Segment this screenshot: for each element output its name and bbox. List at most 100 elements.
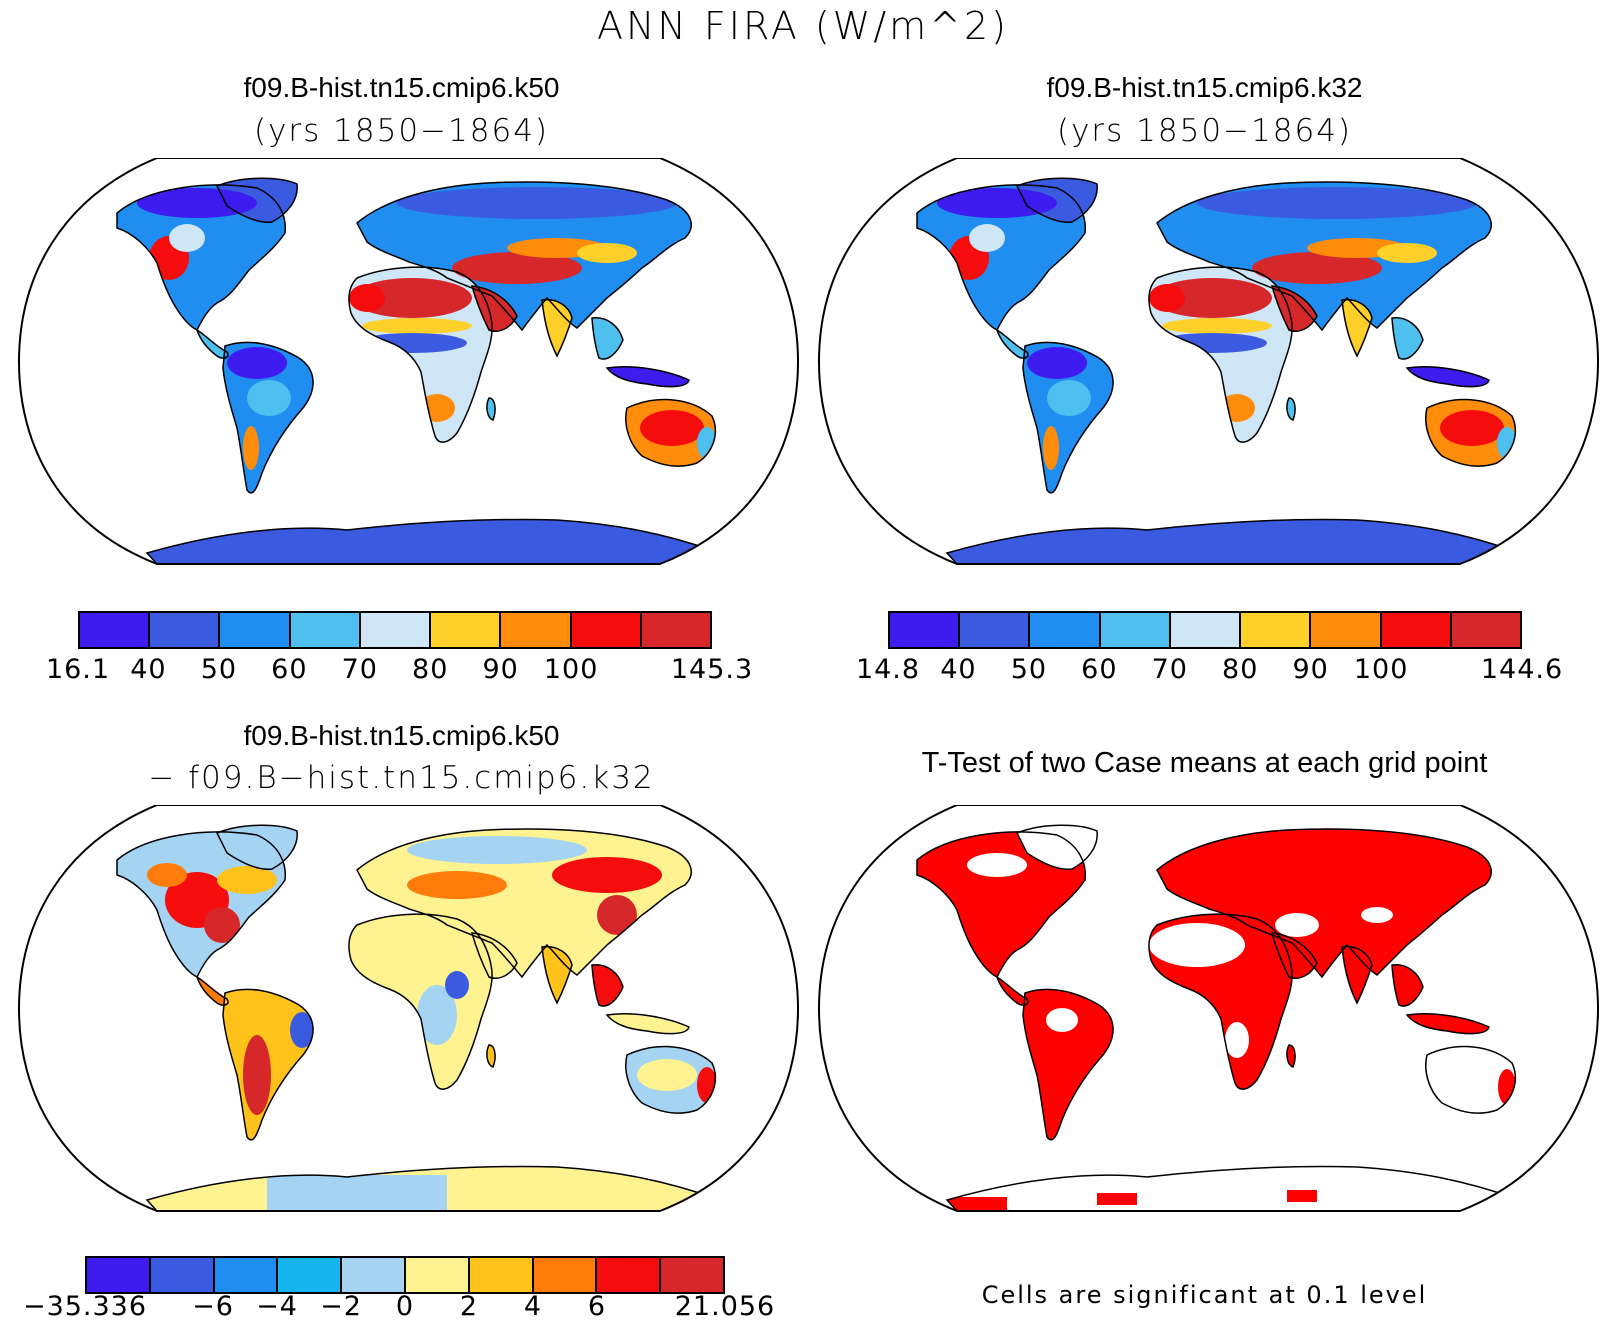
colorbar-top-right-labels: 14.8 40 50 60 70 80 90 100 144.6 [856,654,1562,688]
map-bottom-right [817,805,1600,1212]
land-ca [197,330,229,359]
colorbar-top-left-cell [360,613,432,647]
colorbar-tick-label: 70 [341,654,378,685]
map-frame [17,805,800,1212]
coastline [470,932,518,979]
colorbar-top-right-cell [890,613,961,647]
land-indonesia [607,1013,689,1034]
colorbar-tick-label: 60 [1081,654,1118,685]
colorbar-tick-label: 80 [1222,654,1259,685]
panel-bottom-right-title: T-Test of two Case means at each grid po… [921,747,1488,779]
land-seasia [1392,964,1423,1007]
land-india [1342,299,1372,356]
colorbar-top-left-cell [571,613,642,647]
field-patch [1152,278,1272,318]
land-indonesia [1407,366,1489,387]
field-patch [247,380,291,416]
coastline [995,328,1029,359]
coastline [486,397,496,421]
coastline [916,831,1087,979]
colorbar-tick-label: 0 [395,1291,415,1322]
field-patch [397,187,677,219]
field-patch [552,857,662,893]
field-patch [1162,318,1272,334]
coastline [541,945,573,1005]
colorbar-bottom-left-cell [469,1258,534,1292]
coastline [116,831,287,979]
field-patch [290,1012,314,1048]
field-patch [1225,1022,1249,1058]
land-greenland [217,825,298,870]
land-na [917,185,1086,330]
colorbar-tick-label: 100 [1353,654,1409,685]
coastline [1156,181,1492,332]
land-antarctica [147,519,717,564]
panel-bottom-left-case: f09.B-hist.tn15.cmip6.k50 [243,720,560,751]
coastline [1022,341,1114,494]
land-na [117,185,286,330]
field-patch [640,410,704,446]
coastline [995,975,1029,1006]
colorbar-top-left-labels: 16.1 40 50 60 70 80 90 100 145.3 [46,654,752,688]
land-madagascar [1286,1045,1296,1067]
colorbar-tick-label: 4 [523,1291,543,1322]
map-bottom-left [17,805,800,1212]
land-india [1342,946,1372,1003]
field-patch [147,863,187,887]
colorbar-top-right [888,611,1522,649]
field-patch [1275,913,1319,937]
panel-top-left-case: f09.B-hist.tn15.cmip6.k50 [243,72,560,103]
land-seasia [592,317,623,360]
field-patch [1287,1190,1317,1202]
land-seasia [592,964,623,1007]
land-madagascar [486,1045,496,1067]
field-patch [407,836,587,864]
colorbar-bottom-left-cell [342,1258,406,1292]
land-indonesia [1407,1013,1489,1034]
land-sa [1023,989,1114,1140]
coastline [1425,1045,1517,1114]
coastline [945,1165,1520,1211]
field-patch [137,188,257,218]
field-patch [362,318,472,334]
coastline [145,518,720,564]
field-patch [1149,284,1185,312]
land-india [542,299,572,356]
land-madagascar [486,398,496,420]
colorbar-tick-label: 70 [1151,654,1188,685]
field-patch [637,1059,697,1091]
field-patch [1027,347,1087,379]
coastline [356,828,692,979]
colorbar-bottom-left-cell [150,1258,215,1292]
colorbar-bottom-left-cell [533,1258,598,1292]
map-top-left [17,158,800,565]
field-patch [597,895,637,935]
coastline [1022,988,1114,1141]
field-patch [1043,426,1059,470]
coastline [348,266,493,443]
colorbar-top-right-cell [1311,613,1382,647]
field-patch [445,971,469,999]
colorbar-bottom-left-labels: −35.336 −6 −4 −2 0 2 4 6 21.056 [23,1291,774,1325]
colorbar-tick-label: 90 [482,654,519,685]
coastline [1148,913,1293,1090]
field-patch [204,907,240,943]
coastline [356,181,692,332]
colorbar-tick-label: 50 [200,654,238,685]
land-ca [997,977,1029,1006]
land-arabia [472,286,517,332]
coastline [1341,298,1373,358]
coastline [541,298,573,358]
colorbar-tick-label: −6 [192,1291,234,1322]
panel-top-right-case: f09.B-hist.tn15.cmip6.k32 [1046,72,1363,103]
coastline [470,285,518,332]
coastline [945,518,1520,564]
colorbar-top-right-cell [960,613,1031,647]
coastline [605,1013,690,1035]
field-patch [349,284,385,312]
coastline [1425,398,1517,467]
land-arabia [1272,286,1317,332]
coastline [1156,828,1492,979]
field-patch [417,985,457,1045]
field-patch [1440,410,1504,446]
